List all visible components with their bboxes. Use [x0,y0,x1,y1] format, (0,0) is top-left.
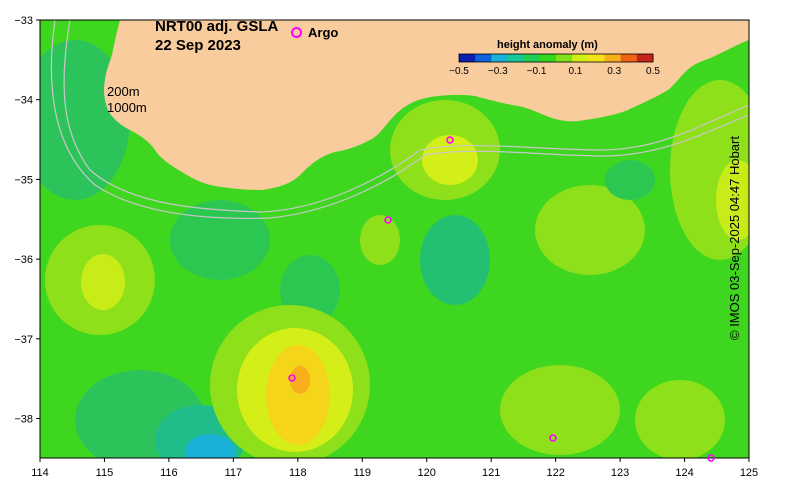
colorbar-segment [636,54,654,62]
anomaly-cool-116 [170,200,270,280]
y-tick-label: −36 [14,254,33,266]
isobath-label-1000m: 1000m [107,100,147,115]
x-axis: 114 115 116 117 118 119 120 121 122 123 124 125 [31,458,758,479]
isobath-1000m [50,20,749,219]
anomaly-field [40,40,749,458]
colorbar-segment [491,54,508,62]
colorbar-tick: 0.5 [646,66,660,77]
colorbar-tick: 0.1 [568,66,583,77]
colorbar-tick: −0.3 [487,66,508,77]
argo-float[interactable] [384,216,392,224]
map-title-product: NRT00 adj. GSLA [155,18,279,35]
colorbar [458,53,654,63]
anomaly-warm-east-core [716,160,749,240]
anomaly-cool-sw-deep [185,434,235,458]
colorbar-segment [507,54,525,62]
plot-frame [39,19,750,459]
x-tick-label: 119 [353,467,371,479]
colorbar-title: height anomaly (m) [497,39,598,51]
anomaly-cool-120 [420,215,490,305]
argo-float[interactable] [446,136,454,144]
anomaly-warm-115-core [81,254,125,310]
x-tick-label: 122 [546,467,564,479]
land-australia [104,20,749,190]
colorbar-segment [604,54,622,62]
anomaly-warm-118-peak [290,366,310,394]
argo-marker-icon [291,27,302,38]
map-title-date: 22 Sep 2023 [155,37,241,54]
colorbar-frame [458,53,654,63]
colorbar-tick: 0.3 [607,66,622,77]
y-tick-label: −33 [14,15,33,27]
isobath-200m [63,20,749,213]
x-tick-label: 117 [225,467,243,479]
x-tick-label: 116 [160,467,178,479]
x-tick-label: 120 [418,467,436,479]
isobath-label-200m: 200m [107,84,140,99]
argo-float[interactable] [707,454,715,462]
colorbar-segment [556,54,573,62]
y-axis: −33 −34 −35 −36 −37 −38 [14,15,40,426]
argo-float[interactable] [288,374,296,382]
anomaly-warm-122-south [500,365,620,455]
y-tick-label: −37 [14,334,33,346]
anomaly-cool-123 [605,160,655,200]
colorbar-segment [475,54,492,62]
map-plot-area [40,20,749,458]
y-tick-label: −34 [14,95,33,107]
anomaly-warm-118-core [266,345,330,445]
colorbar-segment [572,54,589,62]
y-tick-label: −35 [14,174,33,186]
colorbar-segment [620,54,638,62]
colorbar-segment [588,54,605,62]
colorbar-tick: −0.5 [449,66,469,77]
argo-float[interactable] [549,434,557,442]
anomaly-cool-115 [110,386,150,414]
colorbar-segment [459,54,476,62]
anomaly-warm-east [670,80,749,260]
colorbar-segment [539,54,557,62]
x-tick-label: 118 [289,467,307,479]
isobath-labels: 200m 1000m [107,84,147,116]
isobath-contours [50,20,749,219]
anomaly-warm-124-south [635,380,725,458]
argo-legend-label: Argo [308,25,339,40]
colorbar-tick: −0.1 [526,66,547,77]
x-tick-label: 121 [482,467,500,479]
colorbar-segment [523,54,541,62]
y-tick-label: −38 [14,414,33,426]
anomaly-warm-119 [360,215,400,265]
argo-floats [288,136,715,462]
x-tick-label: 125 [740,467,758,479]
x-tick-label: 124 [675,467,693,479]
argo-legend: Argo [291,25,338,40]
x-tick-label: 114 [31,467,49,479]
anomaly-warm-122 [535,185,645,275]
credit-text: © IMOS 03-Sep-2025 04:47 Hobart [727,136,743,340]
x-tick-label: 115 [96,467,114,479]
x-tick-label: 123 [611,467,629,479]
